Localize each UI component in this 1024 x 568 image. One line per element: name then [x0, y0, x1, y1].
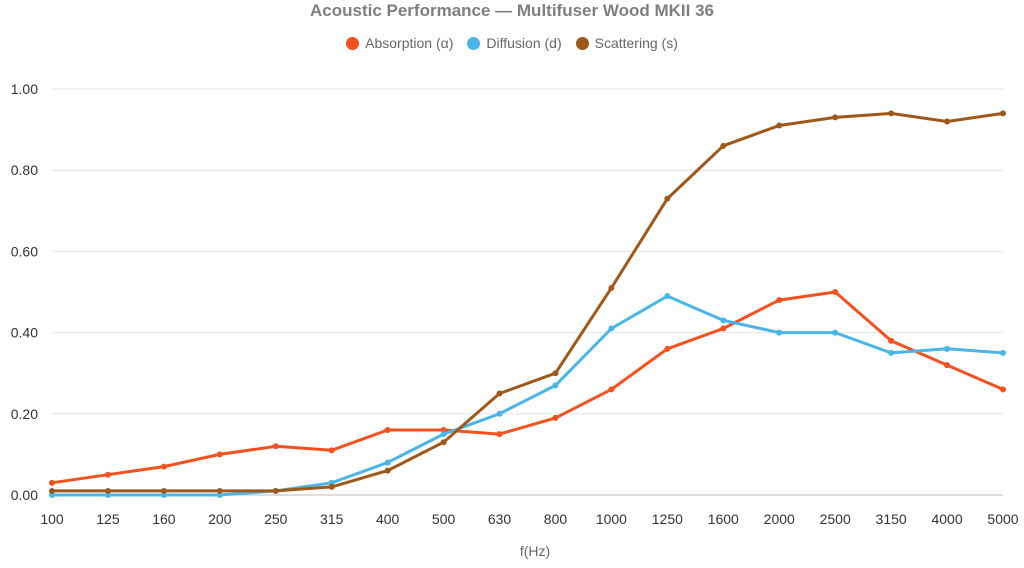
- data-point-scattering[interactable]: [160, 487, 167, 494]
- data-point-scattering[interactable]: [888, 110, 895, 117]
- data-point-diffusion[interactable]: [888, 349, 895, 356]
- data-point-diffusion[interactable]: [944, 345, 951, 352]
- data-point-diffusion[interactable]: [440, 431, 447, 438]
- x-tick-label: 125: [96, 511, 120, 527]
- x-tick-label: 2000: [764, 511, 795, 527]
- data-point-scattering[interactable]: [944, 118, 951, 125]
- x-axis-title: f(Hz): [520, 543, 550, 559]
- legend-item-absorption[interactable]: Absorption (α): [346, 35, 453, 51]
- y-tick-label: 1.00: [11, 81, 38, 97]
- data-point-diffusion[interactable]: [608, 325, 615, 332]
- data-point-absorption[interactable]: [552, 414, 559, 421]
- x-tick-label: 160: [152, 511, 176, 527]
- data-point-absorption[interactable]: [888, 337, 895, 344]
- data-point-absorption[interactable]: [720, 325, 727, 332]
- x-tick-label: 400: [376, 511, 400, 527]
- legend-label-absorption: Absorption (α): [365, 35, 454, 51]
- legend-item-scattering[interactable]: Scattering (s): [575, 35, 678, 51]
- data-point-scattering[interactable]: [776, 122, 783, 129]
- y-tick-label: 0.40: [11, 325, 38, 341]
- data-point-scattering[interactable]: [832, 114, 839, 121]
- data-point-scattering[interactable]: [496, 390, 503, 397]
- legend-swatch-scattering: [575, 36, 589, 50]
- data-point-absorption[interactable]: [832, 289, 839, 295]
- x-tick-label: 100: [40, 511, 64, 527]
- data-point-diffusion[interactable]: [776, 329, 783, 336]
- x-tick-label: 315: [320, 511, 344, 527]
- data-point-scattering[interactable]: [608, 284, 615, 291]
- series-line-diffusion: [50, 294, 1005, 497]
- data-point-absorption[interactable]: [608, 386, 615, 393]
- data-point-absorption[interactable]: [944, 362, 951, 369]
- x-tick-label: 2500: [820, 511, 851, 527]
- data-point-absorption[interactable]: [776, 297, 783, 304]
- x-tick-label: 200: [208, 511, 232, 527]
- data-point-absorption[interactable]: [272, 443, 279, 450]
- x-tick-label: 1600: [708, 511, 739, 527]
- data-point-diffusion[interactable]: [496, 410, 503, 417]
- data-point-absorption[interactable]: [384, 427, 391, 434]
- data-point-absorption[interactable]: [49, 479, 55, 486]
- data-point-diffusion[interactable]: [552, 382, 559, 389]
- data-point-scattering[interactable]: [272, 487, 279, 494]
- data-point-scattering[interactable]: [552, 370, 559, 377]
- data-point-diffusion[interactable]: [664, 293, 671, 300]
- data-point-absorption[interactable]: [1000, 386, 1006, 393]
- legend-label-diffusion: Diffusion (d): [486, 35, 562, 51]
- y-tick-label: 0.00: [11, 487, 38, 503]
- data-point-absorption[interactable]: [496, 431, 503, 438]
- data-point-absorption[interactable]: [216, 451, 223, 458]
- x-tick-label: 5000: [987, 511, 1018, 527]
- data-point-scattering[interactable]: [104, 487, 111, 494]
- x-tick-label: 1250: [652, 511, 683, 527]
- data-point-absorption[interactable]: [328, 447, 335, 454]
- legend-swatch-absorption: [346, 36, 360, 50]
- legend-label-scattering: Scattering (s): [594, 35, 678, 51]
- y-tick-label: 0.60: [11, 243, 38, 259]
- legend: Absorption (α) Diffusion (d) Scattering …: [0, 35, 1024, 51]
- series-line-scattering: [50, 111, 1005, 493]
- legend-swatch-diffusion: [467, 36, 481, 50]
- data-point-scattering[interactable]: [720, 142, 727, 149]
- data-point-scattering[interactable]: [440, 439, 447, 446]
- data-point-absorption[interactable]: [664, 345, 671, 352]
- series-line-absorption: [50, 290, 1005, 485]
- x-tick-label: 4000: [931, 511, 962, 527]
- data-point-diffusion[interactable]: [384, 459, 391, 466]
- y-tick-label: 0.80: [11, 162, 38, 178]
- data-point-absorption[interactable]: [104, 471, 111, 478]
- x-tick-label: 800: [544, 511, 568, 527]
- data-point-diffusion[interactable]: [720, 317, 727, 324]
- x-tick-label: 500: [432, 511, 456, 527]
- data-point-scattering[interactable]: [664, 195, 671, 202]
- data-point-scattering[interactable]: [384, 467, 391, 474]
- gridlines: [52, 88, 1003, 496]
- data-point-scattering[interactable]: [216, 487, 223, 494]
- x-tick-label: 1000: [596, 511, 627, 527]
- axes: 0.00 0.20 0.40 0.60 0.80 1.00 100 125 160 200 250 3…: [11, 81, 1019, 527]
- x-tick-label: 630: [488, 511, 512, 527]
- data-point-scattering[interactable]: [49, 487, 55, 494]
- x-tick-label: 250: [264, 511, 288, 527]
- data-point-absorption[interactable]: [160, 463, 167, 470]
- data-point-diffusion[interactable]: [1000, 349, 1006, 356]
- y-tick-label: 0.20: [11, 406, 38, 422]
- series-lines: [49, 110, 1006, 498]
- legend-item-diffusion[interactable]: Diffusion (d): [467, 35, 562, 51]
- data-point-diffusion[interactable]: [832, 329, 839, 336]
- data-point-scattering[interactable]: [1000, 110, 1006, 117]
- data-point-scattering[interactable]: [328, 483, 335, 490]
- chart-title: Acoustic Performance — Multifuser Wood M…: [310, 1, 714, 20]
- x-tick-label: 3150: [876, 511, 907, 527]
